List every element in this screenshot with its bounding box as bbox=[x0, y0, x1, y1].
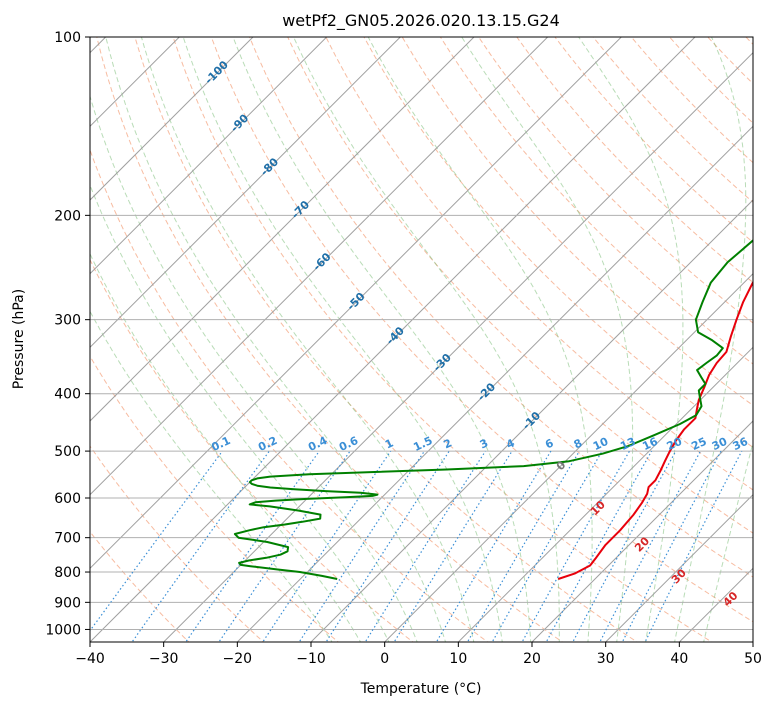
x-tick-label: 30 bbox=[597, 651, 615, 667]
y-tick-label: 200 bbox=[54, 208, 81, 224]
chart-title: wetPf2_GN05.2026.020.13.15.G24 bbox=[282, 11, 560, 31]
dry-adiabat bbox=[90, 445, 265, 642]
dry-adiabat bbox=[90, 355, 339, 642]
dry-adiabat bbox=[363, 37, 753, 448]
mixing-ratio-line bbox=[364, 450, 486, 642]
grid-layer bbox=[0, 10, 753, 654]
y-axis-label: Pressure (hPa) bbox=[11, 289, 27, 389]
mixing-ratio-line bbox=[298, 450, 425, 642]
mixing-ratio-line bbox=[90, 450, 223, 632]
isotherm bbox=[531, 420, 753, 642]
plot-background bbox=[90, 37, 753, 642]
mixing-ratio-line bbox=[466, 450, 580, 642]
x-tick-label: −30 bbox=[149, 651, 179, 667]
mixing-ratio-label: 20 bbox=[665, 435, 685, 453]
y-tick-label: 500 bbox=[54, 444, 81, 460]
x-tick-label: 10 bbox=[449, 651, 467, 667]
mixing-ratio-label: 16 bbox=[640, 435, 660, 453]
isotherm bbox=[604, 493, 753, 642]
isotherm bbox=[90, 37, 696, 642]
isotherm bbox=[310, 199, 753, 642]
isotherm bbox=[162, 51, 753, 642]
mixing-ratio-label: 10 bbox=[591, 435, 611, 453]
isotherm bbox=[90, 37, 549, 496]
x-tick-label: 20 bbox=[523, 651, 541, 667]
isotherm bbox=[90, 37, 328, 275]
y-axis: 100 200 300 400 500 600 700 800 900 1000 bbox=[45, 30, 90, 638]
x-tick-label: −20 bbox=[223, 651, 253, 667]
y-tick-label: 400 bbox=[54, 387, 81, 403]
y-tick-label: 1000 bbox=[45, 622, 81, 638]
x-tick-label: 40 bbox=[670, 651, 688, 667]
x-tick-label: 50 bbox=[744, 651, 762, 667]
y-tick-label: 300 bbox=[54, 313, 81, 329]
moist-adiabat bbox=[90, 94, 418, 642]
dry-adiabat bbox=[287, 37, 753, 534]
isotherm bbox=[0, 10, 59, 654]
mixing-ratio-line bbox=[325, 450, 450, 642]
mixing-ratio-line bbox=[393, 450, 513, 642]
x-tick-label: −10 bbox=[296, 651, 326, 667]
x-tick-label: 0 bbox=[380, 651, 389, 667]
dry-adiabat bbox=[96, 37, 564, 642]
mixing-ratio-line bbox=[185, 450, 320, 642]
mixing-ratio-label: 30 bbox=[710, 435, 730, 453]
y-tick-label: 700 bbox=[54, 531, 81, 547]
data-layer bbox=[233, 239, 753, 580]
isotherm bbox=[90, 37, 623, 570]
x-tick-label: −40 bbox=[75, 651, 105, 667]
x-axis: −40 −30 −20 −10 0 10 20 30 40 50 bbox=[75, 642, 762, 667]
mixing-ratio-line bbox=[131, 450, 270, 642]
mixing-ratio-line bbox=[262, 450, 392, 642]
plot-frame bbox=[89, 36, 754, 643]
dry-adiabat bbox=[90, 148, 489, 642]
y-tick-label: 900 bbox=[54, 595, 81, 611]
mixing-ratio-label: 36 bbox=[731, 435, 751, 453]
isotherm bbox=[236, 125, 753, 642]
y-tick-label: 600 bbox=[54, 491, 81, 507]
isotherm bbox=[90, 37, 254, 201]
y-tick-label: 800 bbox=[54, 565, 81, 581]
x-axis-label: Temperature (°C) bbox=[360, 681, 482, 697]
mixing-ratio-label: 13 bbox=[618, 435, 637, 453]
mixing-ratio-line bbox=[599, 450, 702, 642]
dry-adiabat bbox=[325, 37, 753, 491]
dewpoint-profile bbox=[233, 239, 753, 580]
mixing-ratio-line bbox=[218, 450, 351, 642]
isotherm bbox=[90, 37, 402, 349]
isotherm bbox=[90, 37, 181, 128]
dry-adiabat bbox=[439, 37, 753, 365]
mixing-ratio-line bbox=[572, 450, 677, 642]
mixing-ratio-line bbox=[621, 450, 722, 642]
mixing-ratio-label: 25 bbox=[689, 435, 708, 453]
isotherm bbox=[90, 37, 475, 422]
isotherm bbox=[383, 272, 753, 642]
y-tick-label: 100 bbox=[54, 30, 81, 46]
temperature-profile bbox=[557, 280, 753, 580]
dry-adiabat bbox=[478, 37, 753, 324]
isotherm bbox=[457, 346, 753, 642]
